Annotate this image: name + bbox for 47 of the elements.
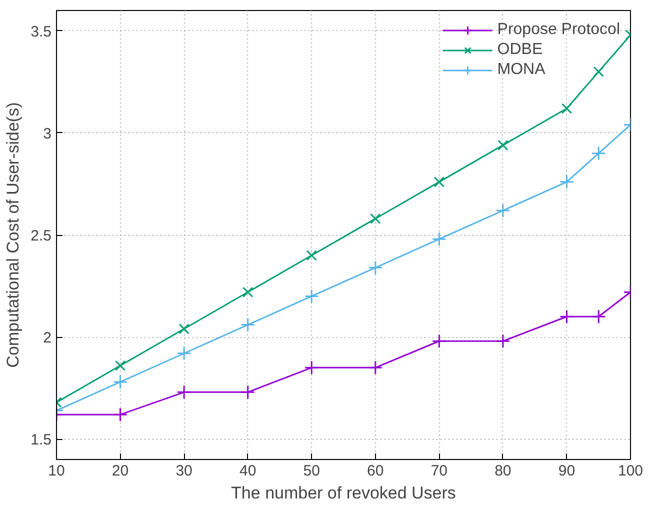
y-tick-label: 3.5 (30, 23, 52, 40)
point (113, 374, 128, 390)
point (306, 250, 317, 261)
point (240, 318, 256, 332)
point (593, 66, 604, 78)
point (559, 309, 574, 324)
legend-label: Propose Protocol (497, 21, 620, 39)
point (242, 286, 254, 298)
x-tick-label: 10 (48, 462, 65, 480)
x-tick-label: 50 (303, 462, 320, 480)
point (178, 324, 190, 334)
point (368, 260, 383, 275)
point (114, 360, 126, 371)
x-tick-label: 70 (430, 462, 448, 480)
y-tick-label: 3 (43, 125, 52, 142)
point (434, 176, 445, 188)
point (561, 103, 572, 114)
point (304, 288, 319, 304)
point (304, 360, 319, 375)
point (370, 213, 381, 224)
point (591, 309, 606, 324)
point (432, 232, 446, 246)
y-tick-label: 2 (43, 330, 52, 347)
point (496, 203, 510, 218)
point (591, 146, 606, 161)
x-tick-label: 100 (618, 462, 644, 480)
point (176, 384, 192, 400)
point (496, 334, 510, 348)
x-axis-title: The number of revoked Users (231, 484, 456, 502)
x-tick-label: 40 (239, 462, 256, 480)
point (368, 360, 383, 375)
x-tick-label: 90 (558, 462, 576, 480)
x-tick-label: 20 (112, 462, 129, 480)
point (240, 384, 256, 400)
legend-label: ODBE (497, 41, 543, 59)
x-tick-label: 60 (367, 462, 384, 480)
y-axis-title: Computational Cost of User-side(s) (4, 102, 23, 368)
y-tick-label: 2.5 (30, 228, 52, 244)
point (559, 174, 574, 190)
x-tick-label: 80 (494, 462, 512, 480)
point (498, 140, 508, 151)
legend-label: MONA (497, 61, 546, 79)
x-tick-label: 30 (176, 462, 192, 480)
point (176, 346, 192, 361)
point (432, 334, 446, 348)
point (113, 407, 128, 422)
y-tick-label: 1.5 (30, 432, 52, 449)
